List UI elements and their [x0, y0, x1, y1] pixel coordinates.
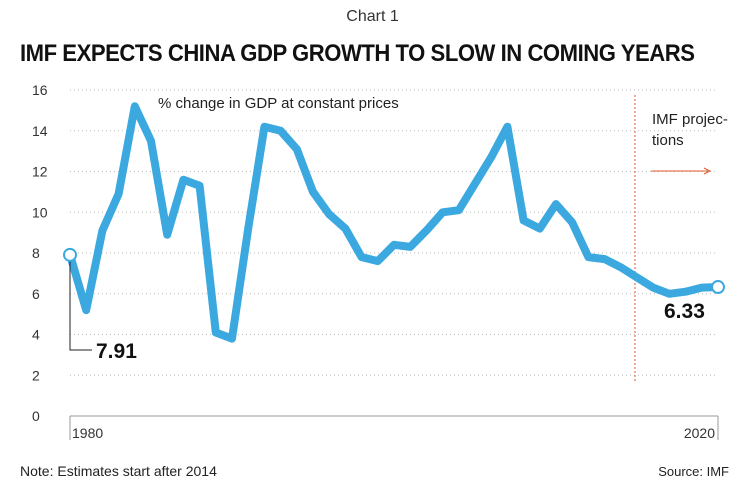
y-tick-label: 12 — [32, 164, 48, 180]
x-tick-label: 2020 — [684, 425, 715, 441]
y-tick-label: 16 — [32, 82, 48, 98]
last-point-label: 6.33 — [664, 300, 705, 323]
chart-kicker: Chart 1 — [346, 8, 399, 25]
y-tick-label: 6 — [32, 286, 40, 302]
y-tick-label: 8 — [32, 245, 40, 261]
y-tick-label: 2 — [32, 367, 40, 383]
last-point-marker — [711, 280, 725, 295]
first-point-marker — [63, 247, 77, 262]
chart-subtitle: % change in GDP at constant prices — [158, 95, 399, 112]
y-tick-label: 4 — [32, 327, 40, 343]
projection-arrow-head — [703, 167, 712, 175]
y-tick-label: 10 — [32, 204, 48, 220]
projection-label-line2: tions — [652, 132, 684, 149]
y-tick-label: 14 — [32, 123, 48, 139]
source-credit: Source: IMF — [658, 464, 729, 479]
footnote: Note: Estimates start after 2014 — [20, 463, 217, 479]
chart-title: IMF EXPECTS CHINA GDP GROWTH TO SLOW IN … — [20, 40, 695, 67]
x-tick-label: 1980 — [72, 425, 103, 441]
first-point-label: 7.91 — [96, 340, 137, 363]
first-point-leader — [69, 254, 92, 351]
projection-label-line1: IMF projec- — [652, 111, 728, 128]
y-tick-label: 0 — [32, 408, 40, 424]
series-line — [66, 102, 722, 343]
